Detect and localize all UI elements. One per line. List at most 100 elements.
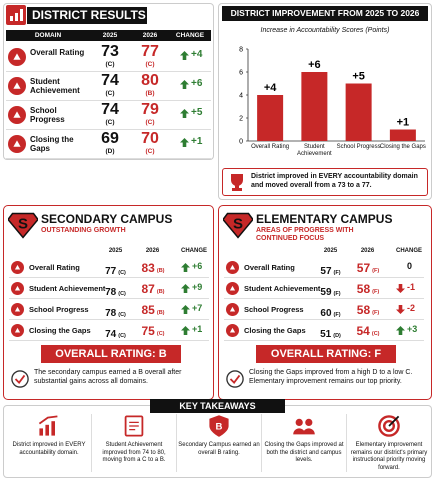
change: -2 (407, 303, 416, 313)
x-tick-label: Overall Rating (251, 144, 290, 150)
icon (396, 305, 405, 314)
change: +5 (191, 107, 203, 118)
score: 85 (141, 303, 155, 317)
column-header: 2026 (145, 248, 160, 254)
bar (301, 72, 328, 141)
score-cell: 87 (B) (133, 280, 173, 298)
row-divider (6, 158, 211, 159)
panel-title: SECONDARY CAMPUS (41, 212, 173, 226)
grade: (F) (333, 291, 341, 297)
icon (181, 326, 190, 335)
score: 78 (105, 308, 117, 319)
panel-title: KEY TAKEAWAYS (150, 399, 285, 413)
icon (226, 370, 244, 388)
row-divider (6, 71, 211, 72)
takeaway: Student Achievement improved from 74 to … (102, 442, 166, 463)
icon (231, 174, 243, 191)
row-divider (9, 319, 209, 320)
grade: (C) (145, 61, 155, 68)
score-cell: 58 (F) (348, 280, 388, 298)
rating-banner: OVERALL RATING: B (41, 345, 181, 363)
panel-subtitle: AREAS OF PROGRESS WITH CONTINUED FOCUS (256, 227, 354, 242)
domain: Closing the Gaps (244, 326, 306, 335)
icon: B (209, 415, 229, 437)
domain: School Progress (244, 305, 304, 314)
score: 79 (141, 101, 159, 118)
grade: (C) (145, 119, 155, 126)
panel-subtitle: OUTSTANDING GROWTH (41, 227, 126, 234)
score-cell: 74 (C) (98, 324, 133, 342)
grade: (C) (371, 331, 380, 337)
divider (346, 414, 347, 472)
score: 58 (356, 303, 371, 317)
column-header: CHANGE (395, 248, 422, 254)
score: 87 (141, 282, 155, 296)
y-tick-label: 2 (239, 116, 243, 123)
icon (226, 261, 239, 274)
score: 83 (141, 261, 155, 275)
row-divider (6, 129, 211, 130)
icon (181, 305, 190, 314)
icon: S (8, 212, 38, 239)
icon (11, 261, 24, 274)
callout-text: District improved in EVERY accountabilit… (251, 173, 418, 189)
score-cell: 57 (F) (313, 261, 348, 279)
domain: Student Achievement (29, 284, 106, 293)
grade: (C) (105, 61, 115, 68)
icon (6, 5, 26, 25)
grade: (F) (333, 312, 341, 318)
domain: Overall Rating (244, 263, 295, 272)
score-cell: 54 (C) (348, 322, 388, 340)
row-divider (224, 319, 424, 320)
change: +1 (191, 136, 203, 147)
bar (257, 95, 284, 141)
grade: (F) (372, 289, 380, 295)
score-cell: 59 (F) (313, 282, 348, 300)
row-divider (9, 277, 209, 278)
column-header: 2026 (142, 32, 158, 39)
score: 80 (141, 72, 159, 89)
icon (181, 263, 190, 272)
column-header: CHANGE (180, 248, 207, 254)
score-cell: 75 (C) (133, 322, 173, 340)
icon (180, 138, 189, 147)
value-label: +6 (308, 59, 321, 71)
grade: (F) (372, 310, 380, 316)
score-cell: 78 (C) (98, 282, 133, 300)
svg-text:S: S (233, 216, 243, 233)
rating-banner: OVERALL RATING: F (256, 345, 396, 363)
icon (180, 109, 189, 118)
score-cell: 85 (B) (133, 301, 173, 319)
domain: Overall Rating (30, 48, 85, 57)
icon (11, 282, 24, 295)
icon (396, 326, 405, 335)
score: 60 (320, 308, 332, 319)
divider (91, 414, 92, 472)
score: 74 (101, 72, 119, 89)
takeaway: Closing the Gaps improved at both the di… (264, 442, 344, 463)
icon (11, 370, 29, 388)
score-cell: 57 (F) (348, 259, 388, 277)
score: 75 (141, 324, 155, 338)
change: 0 (407, 261, 413, 271)
score: 78 (105, 287, 117, 298)
row-divider (6, 100, 211, 101)
score: 58 (356, 282, 371, 296)
icon (11, 324, 24, 337)
y-tick-label: 4 (239, 93, 243, 100)
change: +6 (191, 78, 203, 89)
score-cell: 60 (F) (313, 303, 348, 321)
grade: (C) (105, 119, 115, 126)
score: 77 (105, 266, 117, 277)
grade: (C) (118, 312, 126, 318)
icon (11, 303, 24, 316)
score: 57 (356, 261, 371, 275)
grade: (F) (333, 270, 341, 276)
svg-text:B: B (216, 422, 223, 433)
column-header: 2025 (102, 32, 118, 39)
panel (3, 3, 214, 160)
change: -1 (407, 282, 416, 292)
icon (8, 48, 26, 66)
chart-title: DISTRICT IMPROVEMENT FROM 2025 TO 2026 (222, 6, 428, 21)
